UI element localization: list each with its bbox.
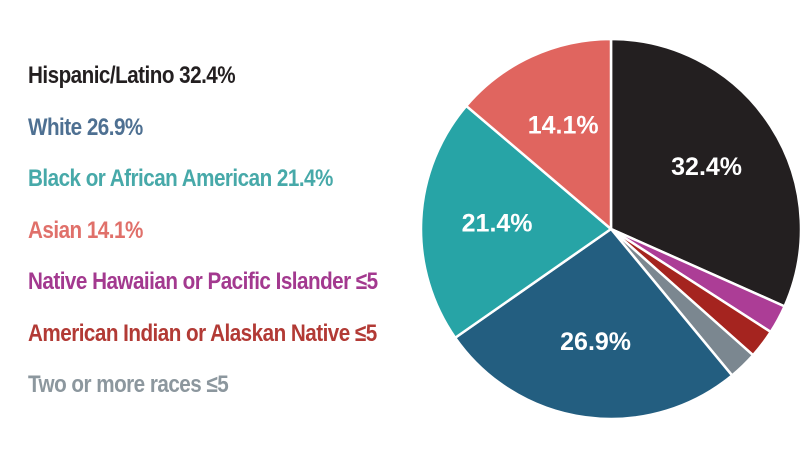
legend-item-native-hawaiian-or-pacific-islander: Native Hawaiian or Pacific Islander ≤5 — [28, 268, 378, 295]
legend-item-white: White 26.9% — [28, 113, 143, 141]
legend-item-two-or-more-races: Two or more races ≤5 — [28, 371, 229, 398]
legend-item-asian: Asian 14.1% — [28, 216, 143, 244]
slice-label-asian: 14.1% — [528, 112, 599, 140]
slice-label-white: 26.9% — [560, 328, 631, 356]
legend-item-black-or-african-american: Black or African American 21.4% — [28, 165, 333, 192]
slice-white — [453, 227, 734, 421]
slice-asian — [465, 37, 613, 231]
legend: Hispanic/Latino 32.4% White 26.9% Black or… — [28, 62, 435, 423]
slice-hispanic-latino — [609, 37, 803, 308]
slice-label-hispanic-latino: 32.4% — [671, 153, 742, 181]
slice-black-or-african-american — [419, 104, 613, 340]
legend-item-american-indian-or-alaskan-native: American Indian or Alaskan Native ≤5 — [28, 319, 377, 347]
slice-label-black-or-african-american: 21.4% — [462, 210, 533, 238]
legend-item-hispanic-latino: Hispanic/Latino 32.4% — [28, 62, 236, 89]
